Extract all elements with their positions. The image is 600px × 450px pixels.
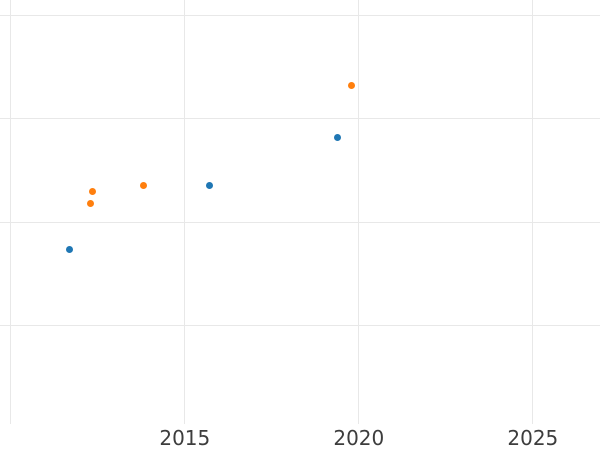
data-point-blue-series bbox=[66, 245, 74, 253]
vertical-gridline bbox=[10, 0, 12, 424]
data-point-orange-series bbox=[87, 200, 95, 208]
data-point-orange-series bbox=[89, 187, 97, 195]
vertical-gridline bbox=[184, 0, 186, 424]
x-axis-tick-labels: 2015 2020 2025 bbox=[0, 424, 600, 450]
plot-area bbox=[0, 0, 600, 424]
horizontal-gridline bbox=[0, 118, 600, 120]
data-point-blue-series bbox=[333, 134, 341, 142]
x-tick-label: 2025 bbox=[507, 426, 559, 450]
data-point-orange-series bbox=[139, 181, 147, 189]
data-point-orange-series bbox=[348, 82, 356, 90]
x-tick-label: 2020 bbox=[333, 426, 385, 450]
horizontal-gridline bbox=[0, 325, 600, 327]
vertical-gridline bbox=[358, 0, 360, 424]
horizontal-gridline bbox=[0, 15, 600, 16]
data-point-blue-series bbox=[205, 181, 213, 189]
vertical-gridline bbox=[532, 0, 534, 424]
horizontal-gridline bbox=[0, 221, 600, 223]
x-tick-label: 2015 bbox=[159, 426, 211, 450]
